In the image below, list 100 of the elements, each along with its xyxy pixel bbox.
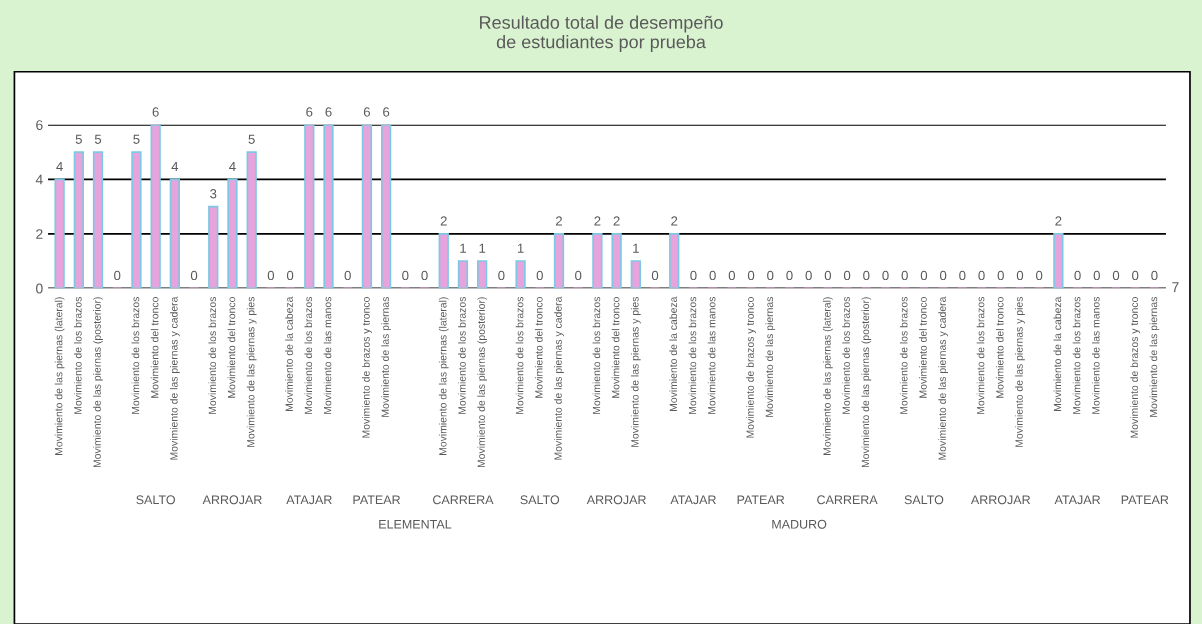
text: ATAJAR: [670, 495, 716, 505]
x-tick-label: Movimiento de las piernas y pies: [1015, 296, 1025, 447]
data-label: 0: [805, 270, 812, 281]
x-tick-label: Movimiento de los brazos: [131, 296, 140, 414]
x-tick-label: Movimiento de los brazos: [73, 296, 82, 414]
data-label: 6: [363, 107, 371, 117]
y-tick-label: 2: [36, 229, 43, 239]
data-label: 0: [575, 270, 582, 281]
x-tick-label: Movimiento de las piernas: [765, 296, 776, 417]
data-label: 0: [267, 270, 275, 281]
x-tick-label: Movimiento de las piernas (posterior): [477, 297, 488, 468]
data-label: 2: [1055, 216, 1062, 226]
x-tick-label: Movimiento de las piernas: [1149, 296, 1160, 417]
data-label: 4: [171, 161, 179, 171]
text: ATAJAR: [1054, 495, 1101, 505]
x-tick-label: Movimiento de las piernas (lateral): [54, 297, 65, 455]
x-tick-label: Movimiento de las piernas: [381, 296, 391, 417]
text: SALTO: [520, 495, 560, 505]
data-label: 0: [863, 270, 870, 281]
data-label: 0: [728, 270, 736, 281]
bar: [208, 205, 219, 289]
data-label: 0: [344, 270, 351, 281]
data-label: 0: [690, 270, 697, 281]
x-tick-label: Movimiento de las piernas y cadera: [169, 296, 180, 460]
bar: [630, 260, 641, 289]
data-label: 5: [248, 134, 255, 144]
data-label: 2: [440, 216, 447, 226]
x-tick-label: Movimiento de los brazos: [592, 296, 601, 414]
data-label: 0: [920, 270, 928, 281]
x-tick-label: Movimiento del tronco: [227, 297, 236, 398]
data-label: 2: [613, 216, 620, 226]
data-label: 6: [152, 107, 159, 117]
bar: [92, 151, 104, 289]
bar: [669, 232, 680, 289]
data-label: 2: [555, 216, 562, 226]
data-label: 6: [306, 107, 313, 117]
x-tick-label: Movimiento de la cabeza: [1053, 296, 1062, 411]
bar: [611, 232, 622, 289]
data-label: 0: [1093, 270, 1100, 281]
data-label: 0: [190, 270, 198, 281]
bar: [246, 151, 257, 289]
text: ATAJAR: [286, 495, 332, 505]
data-label: 0: [786, 270, 793, 281]
data-label: 0: [536, 270, 543, 281]
data-label: 2: [671, 216, 678, 226]
x-tick-label: Movimiento de las piernas (posterior): [861, 297, 872, 468]
x-tick-label: Movimiento de las piernas y cadera: [554, 296, 564, 460]
x-tick-label: Movimiento de las piernas (posterior): [93, 297, 103, 468]
text: SALTO: [136, 495, 175, 505]
x-tick-label: Movimiento de las piernas (lateral): [823, 297, 833, 455]
data-label: 2: [594, 216, 601, 226]
data-label: 0: [651, 270, 659, 281]
bar: [361, 124, 373, 289]
text: ARROJAR: [202, 495, 262, 505]
text: ELEMENTAL: [379, 519, 452, 529]
x-tick-label: Movimiento del tronco: [150, 297, 159, 398]
data-label: 0: [402, 270, 409, 281]
y-tick-label: 4: [35, 174, 43, 185]
bar: [380, 124, 392, 289]
data-label: 0: [1151, 270, 1158, 281]
bar: [515, 260, 526, 289]
data-label: 4: [229, 161, 236, 171]
text: ARROJAR: [970, 495, 1031, 505]
bar: [131, 151, 142, 289]
x-tick-label: Movimiento de los brazos: [515, 296, 524, 414]
data-label: 0: [114, 270, 121, 281]
data-label: 0: [1036, 270, 1043, 281]
text: PATEAR: [353, 495, 401, 505]
bar: [457, 260, 469, 289]
data-label: 0: [882, 270, 889, 281]
x-tick-label: Movimiento de los brazos: [1072, 296, 1081, 414]
x-tick-label: Movimiento de las piernas y cadera: [938, 296, 948, 460]
data-label: 0: [747, 270, 755, 281]
x-tick-label: Movimiento de las manos: [1091, 296, 1100, 414]
data-label: 0: [939, 270, 947, 281]
text: 7: [1172, 282, 1179, 292]
x-tick-label: Movimiento de los brazos: [688, 296, 697, 414]
bar: [54, 178, 65, 289]
data-label: 0: [421, 270, 428, 281]
data-label: 5: [133, 134, 140, 144]
data-label: 0: [978, 270, 985, 281]
data-label: 5: [75, 134, 82, 144]
x-tick-label: Movimiento de los brazos: [458, 296, 466, 414]
data-label: 6: [325, 107, 332, 117]
bar: [1053, 232, 1064, 289]
bar: [477, 260, 488, 289]
x-tick-label: Movimiento de los brazos: [976, 296, 985, 414]
bar: [438, 232, 449, 289]
data-label: 0: [824, 270, 832, 281]
y-tick-label: 0: [36, 283, 43, 294]
x-tick-label: Movimiento de los brazos: [208, 296, 217, 414]
data-label: 0: [709, 270, 716, 281]
data-label: 1: [517, 243, 524, 253]
x-tick-label: Movimiento del tronco: [919, 297, 927, 398]
bar: [592, 232, 603, 289]
x-tick-label: Movimiento de la cabeza: [285, 296, 293, 411]
x-tick-label: Movimiento de los brazos: [304, 296, 313, 414]
x-tick-label: Movimiento de las manos: [707, 296, 716, 414]
x-tick-label: Movimiento de las manos: [323, 296, 332, 414]
data-label: 0: [498, 270, 505, 281]
